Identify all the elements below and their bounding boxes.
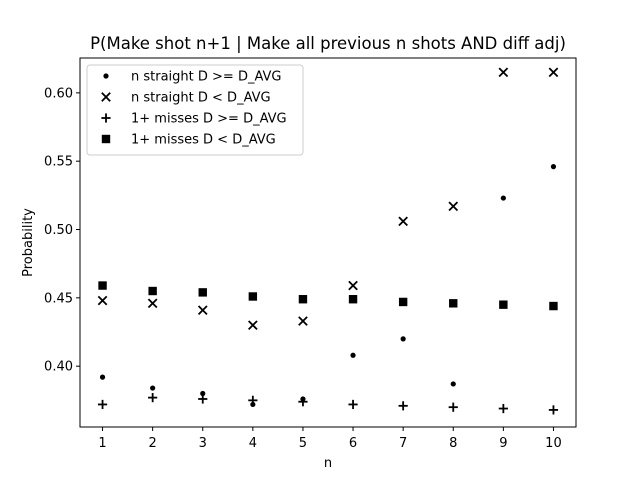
x-tick-label: 1 xyxy=(98,436,106,451)
legend-label: n straight D < D_AVG xyxy=(131,91,271,106)
data-point xyxy=(298,295,308,304)
y-tick-label: 0.60 xyxy=(44,86,73,101)
data-point xyxy=(348,280,358,291)
data-point xyxy=(148,286,157,296)
legend-label: n straight D >= D_AVG xyxy=(131,70,281,85)
data-point xyxy=(548,67,559,78)
x-tick-label: 7 xyxy=(399,436,407,451)
y-tick-label: 0.40 xyxy=(44,360,73,375)
data-point xyxy=(398,216,408,227)
data-point xyxy=(298,397,308,407)
y-tick-label: 0.45 xyxy=(44,291,73,306)
x-tick-label: 5 xyxy=(299,436,307,451)
legend-marker xyxy=(101,134,111,144)
legend-label: 1+ misses D < D_AVG xyxy=(131,133,276,148)
data-point xyxy=(550,164,557,170)
x-tick-label: 9 xyxy=(499,436,507,451)
x-tick-label: 2 xyxy=(149,436,157,451)
x-axis-ticks: 1 2 3 4 5 6 7 8 9 10 xyxy=(98,427,562,451)
data-point xyxy=(97,399,108,410)
data-point xyxy=(197,305,208,315)
y-axis-ticks: 0.40 0.45 0.50 0.55 0.60 xyxy=(44,86,80,375)
plot-area xyxy=(97,67,559,415)
series-1 xyxy=(99,164,557,408)
data-point xyxy=(97,295,108,306)
data-point xyxy=(348,399,358,410)
legend-marker xyxy=(101,92,111,102)
data-point xyxy=(248,292,258,301)
chart-title: P(Make shot n+1 | Make all previous n sh… xyxy=(90,34,566,53)
data-point xyxy=(499,300,508,309)
data-point xyxy=(450,381,456,387)
data-point xyxy=(500,195,506,201)
data-point xyxy=(198,288,207,297)
x-tick-label: 4 xyxy=(249,436,257,451)
axes xyxy=(79,57,577,428)
data-point xyxy=(150,385,156,391)
data-point xyxy=(147,298,158,309)
x-tick-label: 8 xyxy=(449,436,457,451)
data-point xyxy=(350,352,356,358)
y-tick-label: 0.50 xyxy=(44,223,73,238)
x-axis-label: n xyxy=(324,456,332,471)
data-point xyxy=(200,390,206,397)
legend-label: 1+ misses D >= D_AVG xyxy=(131,112,287,127)
data-point xyxy=(248,395,258,405)
data-point xyxy=(448,402,458,412)
data-point xyxy=(498,67,509,78)
data-point xyxy=(449,299,458,308)
legend-marker xyxy=(103,73,109,79)
data-point xyxy=(248,320,258,331)
legend-frame xyxy=(86,64,304,156)
x-tick-label: 3 xyxy=(199,436,207,451)
data-point xyxy=(99,374,106,380)
series-2 xyxy=(97,67,559,331)
y-axis-label: Probability xyxy=(21,208,36,277)
data-point xyxy=(398,297,408,307)
data-point xyxy=(400,336,406,342)
x-tick-label: 10 xyxy=(545,436,562,451)
data-point xyxy=(448,201,459,212)
data-point xyxy=(298,316,308,326)
axes-frame xyxy=(79,57,577,428)
data-point xyxy=(398,401,408,411)
x-tick-label: 6 xyxy=(349,436,357,451)
data-point xyxy=(548,405,559,415)
legend-marker xyxy=(101,113,111,123)
data-point xyxy=(98,281,107,290)
data-point xyxy=(348,295,358,304)
series-4 xyxy=(98,281,558,311)
series-3 xyxy=(97,393,559,415)
data-point xyxy=(148,393,158,403)
data-point xyxy=(198,394,208,404)
data-point xyxy=(498,403,508,414)
y-tick-label: 0.55 xyxy=(44,155,73,170)
data-point xyxy=(549,301,558,311)
